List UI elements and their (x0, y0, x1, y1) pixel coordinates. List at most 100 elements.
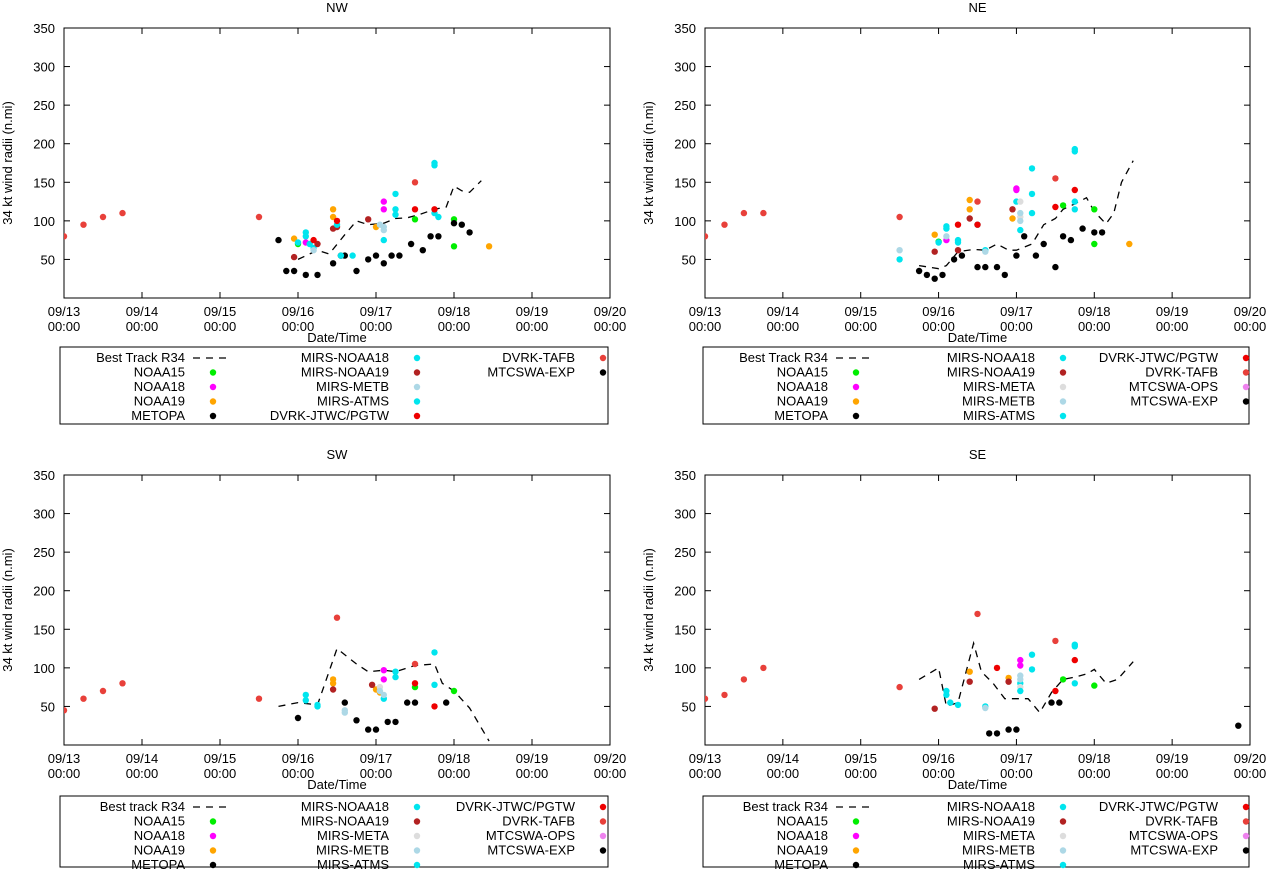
legend-item: MIRS-METB (962, 843, 1067, 858)
legend-dot-swatch (209, 383, 217, 391)
legend-label: MIRS-NOAA19 (947, 814, 1035, 829)
legend-item: NOAA15 (134, 365, 217, 380)
data-point (931, 275, 938, 282)
series-dvrk-jtwc-pgtw (310, 206, 438, 244)
data-point (1091, 682, 1098, 689)
data-point (958, 252, 966, 259)
x-tick-label-date: 09/20 (594, 751, 627, 766)
legend-dot-swatch (209, 818, 217, 825)
legend-item: NOAA18 (134, 379, 217, 394)
data-point (1020, 233, 1028, 240)
series-dvrk-jtwc-pgtw (411, 680, 438, 710)
x-tick-label-time: 00:00 (767, 766, 800, 781)
y-tick-label: 300 (674, 507, 696, 522)
data-point (943, 233, 950, 240)
data-point (1009, 215, 1016, 222)
legend-dot-swatch (599, 803, 607, 811)
legend-dot-swatch (1242, 818, 1250, 825)
data-point (923, 271, 931, 279)
data-point (1017, 198, 1024, 205)
x-tick-label-date: 09/18 (1078, 304, 1111, 319)
series-dvrk-jtwc-pgtw (954, 186, 1079, 228)
data-point (974, 198, 981, 205)
series-mirs-noaa19 (290, 216, 372, 261)
legend-item: MIRS-NOAA18 (947, 799, 1067, 814)
data-point (1071, 198, 1079, 205)
x-tick-label-time: 00:00 (126, 319, 159, 334)
data-point (302, 697, 309, 704)
x-tick-label-date: 09/17 (1000, 304, 1033, 319)
data-point (1071, 148, 1079, 155)
data-point (380, 198, 387, 205)
legend-dot-swatch (1059, 354, 1067, 362)
data-point (1017, 656, 1024, 664)
series-noaa18 (943, 185, 1020, 244)
y-tick-label: 200 (33, 137, 55, 152)
y-tick-label: 300 (33, 60, 55, 75)
legend-item: DVRK-TAFB (502, 814, 607, 829)
data-point (982, 248, 989, 255)
legend-label: MIRS-METB (962, 843, 1035, 858)
data-layer (705, 145, 1134, 282)
plot-frame (63, 27, 611, 299)
legend-item: DVRK-JTWC/PGTW (1099, 799, 1250, 814)
data-point (365, 216, 372, 223)
legend-item: DVRK-TAFB (502, 350, 607, 365)
data-point (1013, 726, 1020, 733)
data-point (1040, 240, 1047, 248)
data-point (411, 179, 419, 186)
data-point (1071, 643, 1079, 650)
best-track-line (918, 160, 1134, 270)
legend-label: DVRK-TAFB (502, 350, 575, 365)
legend-dot-swatch (413, 818, 421, 825)
legend-item: DVRK-JTWC/PGTW (1099, 350, 1250, 365)
data-point (380, 260, 387, 267)
legend-dot-swatch (852, 832, 860, 840)
data-layer (705, 610, 1242, 737)
legend-item: NOAA19 (134, 394, 217, 409)
legend-dot-swatch (209, 847, 217, 854)
legend-item: NOAA15 (777, 814, 860, 829)
y-tick-label: 50 (682, 252, 696, 267)
data-point (365, 726, 372, 733)
legend-item: MTCSWA-EXP (487, 843, 607, 858)
legend-item: NOAA18 (777, 828, 860, 843)
series-best-track-r34 (918, 160, 1134, 270)
x-tick-label-time: 00:00 (689, 319, 722, 334)
legend-dot-swatch (852, 398, 860, 405)
x-axis-label: Date/Time (948, 777, 1007, 792)
data-point (411, 216, 419, 223)
data-point (950, 256, 958, 263)
y-tick-label: 100 (33, 661, 55, 676)
data-point (974, 263, 981, 271)
data-point (302, 271, 309, 279)
legend-dot-swatch (1242, 832, 1250, 840)
data-point (314, 701, 321, 709)
chart-title: SW (327, 447, 349, 462)
legend-dot-swatch (1059, 861, 1067, 869)
data-point (954, 701, 962, 709)
legend-dot-swatch (1242, 847, 1250, 854)
series-mirs-noaa19 (931, 678, 1012, 712)
data-point (255, 695, 263, 702)
x-tick-label-time: 00:00 (1000, 319, 1033, 334)
legend-label: MIRS-NOAA19 (947, 365, 1035, 380)
best-track-line (297, 180, 482, 260)
data-point (435, 213, 442, 221)
x-tick-label-time: 00:00 (1234, 766, 1267, 781)
data-point (1028, 651, 1036, 658)
data-point (1071, 206, 1079, 213)
x-tick-label-time: 00:00 (767, 319, 800, 334)
series-best-track-r34 (297, 180, 482, 260)
legend-item: MTCSWA-OPS (1129, 828, 1250, 843)
x-tick-label-date: 09/13 (48, 751, 81, 766)
data-point (294, 714, 302, 722)
data-point (365, 256, 372, 263)
x-axis-label: Date/Time (948, 330, 1007, 345)
data-point (1052, 637, 1059, 645)
legend-dot-swatch (413, 398, 421, 405)
legend-item: MIRS-META (963, 379, 1067, 394)
legend-item: METOPA (774, 408, 860, 423)
x-tick-label-date: 09/17 (360, 751, 393, 766)
legend-item: METOPA (131, 408, 217, 423)
